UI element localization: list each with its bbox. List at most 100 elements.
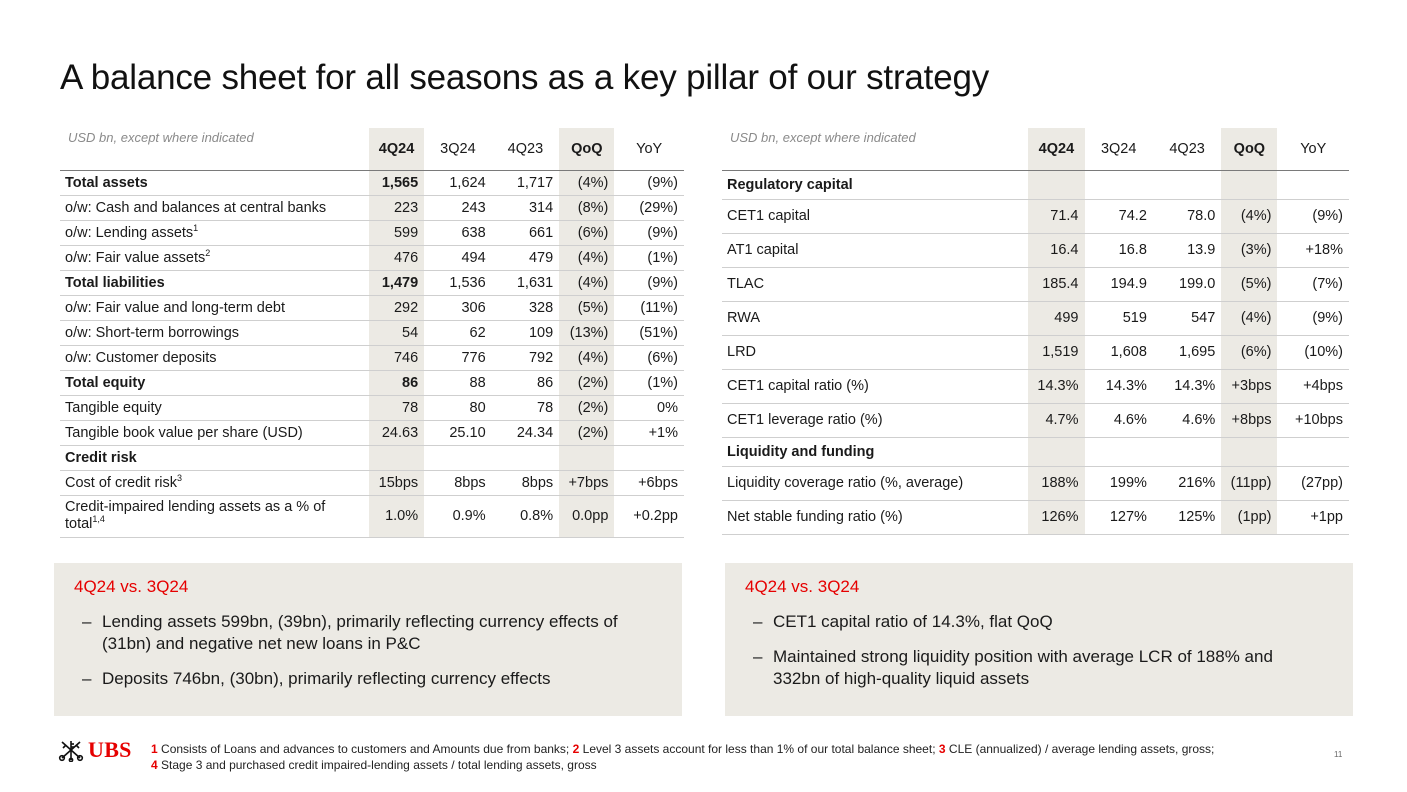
cell: 8bps <box>424 470 492 496</box>
table-row: o/w: Fair value and long-term debt 292 3… <box>60 295 684 321</box>
cell: (5%) <box>559 295 615 321</box>
section-label: Regulatory capital <box>722 170 1029 200</box>
dash-icon: – <box>82 612 92 631</box>
cell: 243 <box>424 195 492 221</box>
footnotes: 1 Consists of Loans and advances to cust… <box>151 741 1301 773</box>
unit-note: USD bn, except where indicated <box>722 128 1029 171</box>
row-label: LRD <box>722 335 1029 370</box>
cell: (3%) <box>1221 233 1278 268</box>
cell: 194.9 <box>1084 267 1153 302</box>
ubs-logo: UBS <box>58 737 132 763</box>
cell: 0.0pp <box>559 495 615 538</box>
cell: 78 <box>491 395 560 421</box>
column-header: 4Q24 <box>1028 128 1085 171</box>
list-item: – CET1 capital ratio of 14.3%, flat QoQ <box>753 611 1283 633</box>
footnote-line: 4 Stage 3 and purchased credit impaired-… <box>151 757 1301 773</box>
cell: (51%) <box>614 320 684 346</box>
commentary-list: – Lending assets 599bn, (39bn), primarily… <box>82 611 662 703</box>
cell: 519 <box>1084 301 1153 336</box>
cell: (4%) <box>559 345 615 371</box>
cell: 792 <box>491 345 560 371</box>
row-label: CET1 leverage ratio (%) <box>722 403 1029 438</box>
cell: 1,565 <box>368 170 425 196</box>
cell: (9%) <box>614 220 684 246</box>
cell: 78 <box>368 395 425 421</box>
cell: 74.2 <box>1084 199 1153 234</box>
cell: 16.4 <box>1028 233 1085 268</box>
cell: (6%) <box>559 220 615 246</box>
footnote-number: 3 <box>938 742 946 756</box>
column-header: 4Q24 <box>368 128 425 171</box>
cell: +6bps <box>614 470 684 496</box>
keys-icon <box>58 741 84 762</box>
row-label: o/w: Cash and balances at central banks <box>60 195 369 221</box>
cell: (11pp) <box>1221 466 1278 501</box>
cell: 86 <box>368 370 425 396</box>
cell: 314 <box>491 195 560 221</box>
footnote-line: 1 Consists of Loans and advances to cust… <box>151 741 1301 757</box>
list-item: – Deposits 746bn, (30bn), primarily refle… <box>82 668 662 690</box>
list-item: – Maintained strong liquidity position wi… <box>753 646 1283 690</box>
footnote-ref: 1 <box>193 222 199 233</box>
cell: (6%) <box>614 345 684 371</box>
table-row: Credit risk <box>60 445 684 471</box>
cell: 54 <box>368 320 425 346</box>
cell: 292 <box>368 295 425 321</box>
cell: 8bps <box>491 470 560 496</box>
footnote-ref: 3 <box>177 472 183 483</box>
capital-liquidity-table: USD bn, except where indicated 4Q24 3Q24… <box>722 128 1349 535</box>
cell: 62 <box>424 320 492 346</box>
cell: 479 <box>491 245 560 271</box>
table-row: Credit-impaired lending assets as a % of… <box>60 495 684 538</box>
bullet-text: CET1 capital ratio of 14.3%, flat QoQ <box>773 612 1053 631</box>
logo-text: UBS <box>88 737 132 762</box>
cell: 1,608 <box>1084 335 1153 370</box>
column-header: YoY <box>614 128 684 171</box>
dash-icon: – <box>82 669 92 688</box>
cell: (4%) <box>559 270 615 296</box>
table-row: LRD 1,519 1,608 1,695 (6%) (10%) <box>722 335 1349 370</box>
cell: 14.3% <box>1152 369 1222 404</box>
table-row: Total equity 86 88 86 (2%) (1%) <box>60 370 684 396</box>
table-row: o/w: Short-term borrowings 54 62 109 (13… <box>60 320 684 346</box>
row-label: Total assets <box>60 170 369 196</box>
cell: 1,631 <box>491 270 560 296</box>
footnote-text: Consists of Loans and advances to custom… <box>161 742 570 756</box>
list-item: – Lending assets 599bn, (39bn), primarily… <box>82 611 662 655</box>
cell: (13%) <box>559 320 615 346</box>
row-label: o/w: Lending assets1 <box>60 220 369 246</box>
cell: 1,717 <box>491 170 560 196</box>
cell: 223 <box>368 195 425 221</box>
cell: (4%) <box>1221 199 1278 234</box>
table-row: AT1 capital 16.4 16.8 13.9 (3%) +18% <box>722 233 1349 268</box>
table-row: Total assets 1,565 1,624 1,717 (4%) (9%) <box>60 170 684 196</box>
cell: (8%) <box>559 195 615 221</box>
row-label: Tangible book value per share (USD) <box>60 420 369 446</box>
cell: 1,536 <box>424 270 492 296</box>
table-row: o/w: Fair value assets2 476 494 479 (4%)… <box>60 245 684 271</box>
footnote-ref: 1,4 <box>92 514 105 525</box>
row-label: o/w: Customer deposits <box>60 345 369 371</box>
table-row: TLAC 185.4 194.9 199.0 (5%) (7%) <box>722 267 1349 302</box>
cell: (1%) <box>614 370 684 396</box>
column-header: QoQ <box>1221 128 1278 171</box>
cell: (2%) <box>559 370 615 396</box>
table-row: Total liabilities 1,479 1,536 1,631 (4%)… <box>60 270 684 296</box>
cell: (9%) <box>1277 301 1349 336</box>
cell: (2%) <box>559 395 615 421</box>
cell: +0.2pp <box>614 495 684 538</box>
table-row: CET1 leverage ratio (%) 4.7% 4.6% 4.6% +… <box>722 403 1349 438</box>
cell: (11%) <box>614 295 684 321</box>
row-label: Liquidity coverage ratio (%, average) <box>722 466 1029 501</box>
table-row: Tangible book value per share (USD) 24.6… <box>60 420 684 446</box>
cell: 14.3% <box>1028 369 1085 404</box>
unit-note: USD bn, except where indicated <box>60 128 369 171</box>
cell: +18% <box>1277 233 1349 268</box>
row-label: o/w: Fair value and long-term debt <box>60 295 369 321</box>
cell: 661 <box>491 220 560 246</box>
cell: 25.10 <box>424 420 492 446</box>
cell: 494 <box>424 245 492 271</box>
cell: 599 <box>368 220 425 246</box>
cell: 1,479 <box>368 270 425 296</box>
row-label: Net stable funding ratio (%) <box>722 500 1029 535</box>
